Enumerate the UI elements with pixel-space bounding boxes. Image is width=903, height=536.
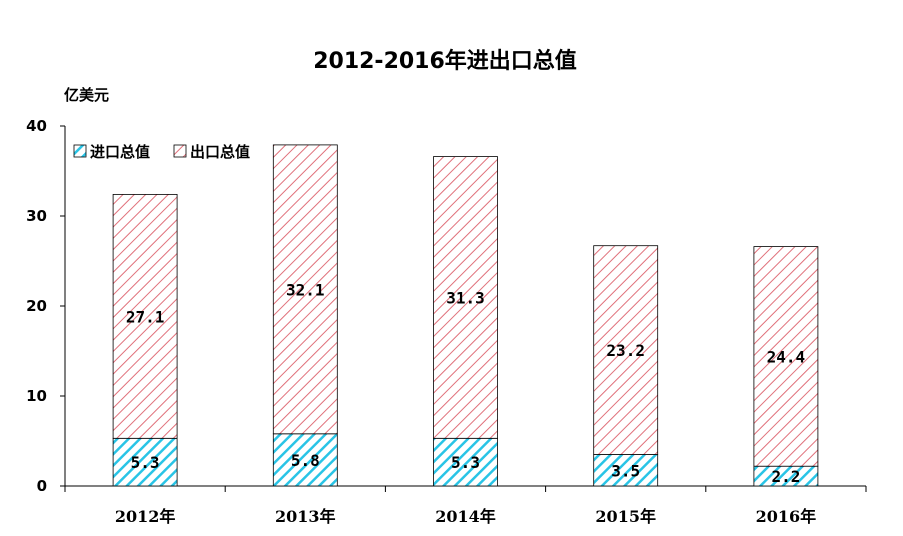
y-tick-label: 40	[26, 117, 47, 135]
legend-label-import: 进口总值	[90, 143, 150, 161]
legend-label-export: 出口总值	[190, 143, 250, 161]
x-tick-label: 2015年	[595, 507, 656, 526]
data-label-import: 5.8	[291, 451, 320, 470]
chart-title: 2012-2016年进出口总值	[313, 48, 577, 74]
data-label-export: 23.2	[606, 341, 645, 360]
data-labels: 5.3 27.1 5.8 32.1 5.3 31.3 3.5 23.2 2.2 24.4	[126, 280, 805, 486]
data-label-import: 5.3	[451, 453, 480, 472]
bar-import	[593, 454, 659, 487]
bar-import	[433, 437, 498, 487]
y-tick-label: 10	[26, 387, 47, 405]
bar-import	[112, 437, 178, 487]
axes: 0 10 20 30 40 2012年 2013年 2014年 2015年 2016年	[26, 117, 867, 526]
x-tick-label: 2016年	[756, 507, 817, 526]
data-label-import: 2.2	[771, 467, 800, 486]
x-tick-label: 2013年	[275, 507, 336, 526]
y-tick-label: 30	[26, 207, 47, 225]
y-tick-label: 20	[26, 297, 47, 315]
bar-export	[272, 144, 338, 435]
legend: 进口总值 出口总值	[73, 143, 250, 161]
data-label-import: 5.3	[131, 453, 160, 472]
bar-export	[753, 246, 819, 467]
data-label-export: 31.3	[446, 288, 485, 307]
data-label-import: 3.5	[611, 461, 640, 480]
y-axis-unit: 亿美元	[64, 86, 109, 104]
bar-export	[112, 193, 178, 439]
legend-swatch-export	[173, 144, 187, 158]
data-label-export: 24.4	[767, 347, 806, 366]
y-tick-label: 0	[37, 477, 47, 495]
data-label-export: 27.1	[126, 307, 165, 326]
x-tick-label: 2014年	[435, 507, 496, 526]
bars	[112, 144, 819, 487]
bar-export	[433, 156, 498, 439]
legend-swatch-import	[73, 144, 87, 158]
data-label-export: 32.1	[286, 280, 325, 299]
bar-export	[593, 245, 659, 455]
x-tick-label: 2012年	[115, 507, 176, 526]
